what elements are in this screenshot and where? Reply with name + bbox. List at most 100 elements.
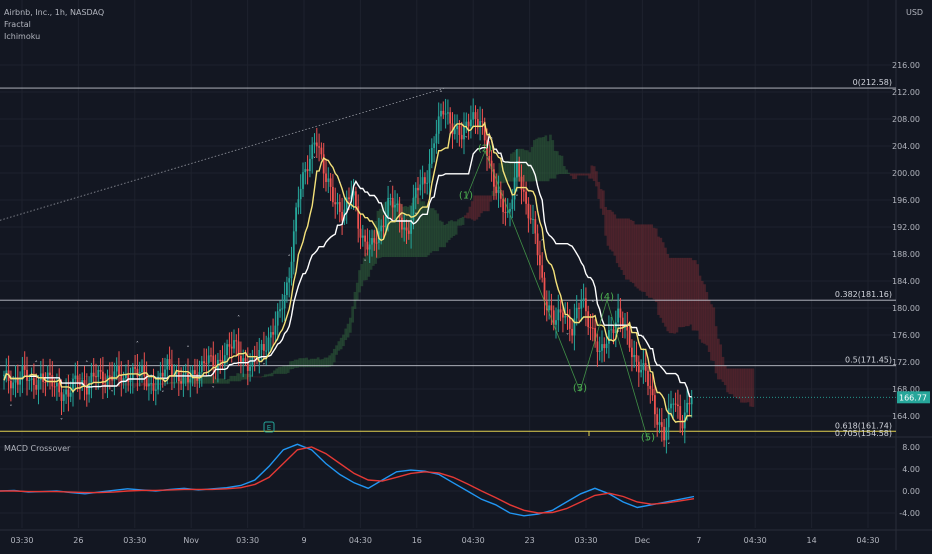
cloud-bull-segment bbox=[392, 201, 396, 258]
fractal-up-marker: ˄ bbox=[85, 360, 88, 367]
chart-title[interactable]: Airbnb, Inc., 1h, NASDAQ bbox=[4, 8, 105, 17]
cloud-bear-segment bbox=[583, 173, 587, 176]
cloud-bull-segment bbox=[436, 213, 440, 252]
cloud-bear-segment bbox=[604, 206, 607, 236]
time-tick-label: 16 bbox=[412, 536, 422, 545]
cloud-bear-segment bbox=[128, 383, 131, 386]
cloud-bear-segment bbox=[160, 383, 164, 385]
price-axis[interactable]: 216.00 212.00 208.00 204.00 200.00 196.00 192.… bbox=[694, 61, 930, 421]
candle-body bbox=[414, 187, 417, 198]
candle-body bbox=[483, 122, 486, 141]
cloud-bull-segment bbox=[284, 365, 288, 374]
cloud-bull-segment bbox=[167, 382, 170, 384]
candle-body bbox=[557, 309, 560, 321]
candle-body bbox=[610, 329, 613, 331]
candle-body bbox=[424, 177, 426, 184]
cloud-bear-segment bbox=[139, 383, 143, 387]
cloud-bear-segment bbox=[259, 376, 262, 378]
macd-pane: 8.00 4.00 0.00 -4.00 bbox=[0, 443, 920, 518]
cloud-bull-segment bbox=[530, 146, 534, 182]
cloud-bull-segment bbox=[93, 375, 97, 377]
candle-body bbox=[476, 119, 479, 128]
candle-body bbox=[235, 340, 238, 342]
candle-body bbox=[5, 370, 8, 375]
candle-body bbox=[125, 374, 127, 379]
cloud-bear-segment bbox=[569, 173, 573, 176]
cloud-bull-segment bbox=[560, 155, 564, 175]
cloud-bull-segment bbox=[275, 368, 279, 374]
cloud-bull-segment bbox=[507, 160, 511, 182]
cloud-bull-segment bbox=[89, 376, 92, 377]
price-tick-label: 172.00 bbox=[892, 358, 920, 367]
time-axis[interactable]: 03:30 26 03:30 Nov 03:30 9 04:30 16 04:30 23 03:30… bbox=[10, 536, 879, 545]
candle-body bbox=[621, 317, 624, 328]
candle-body bbox=[244, 358, 247, 362]
cloud-bear-segment bbox=[657, 236, 660, 315]
candle-body bbox=[90, 372, 93, 384]
signal-line bbox=[0, 446, 695, 514]
cloud-bull-segment bbox=[514, 150, 518, 182]
candle-body bbox=[16, 378, 19, 385]
candle-body bbox=[332, 186, 334, 203]
cloud-bear-segment bbox=[114, 377, 118, 381]
candle-body bbox=[488, 156, 491, 161]
candle-body bbox=[582, 298, 585, 301]
candle-body bbox=[187, 373, 189, 383]
candle-body bbox=[182, 373, 185, 384]
candle-body bbox=[550, 305, 553, 311]
cloud-bull-segment bbox=[383, 202, 387, 258]
cloud-bull-segment bbox=[231, 375, 235, 382]
cloud-bear-segment bbox=[631, 220, 635, 284]
macd-tick-label: 4.00 bbox=[902, 465, 920, 474]
cloud-bull-segment bbox=[491, 190, 495, 196]
candle-body bbox=[502, 198, 504, 213]
candle-body bbox=[359, 228, 362, 238]
cloud-bull-segment bbox=[291, 360, 295, 370]
time-tick-label: 04:30 bbox=[856, 536, 879, 545]
cloud-bear-segment bbox=[625, 218, 628, 280]
cloud-bear-segment bbox=[121, 383, 124, 386]
candle-body bbox=[145, 375, 148, 387]
ichimoku-cloud bbox=[63, 134, 755, 407]
candle-body bbox=[168, 359, 171, 365]
price-tick-label: 180.00 bbox=[892, 304, 920, 313]
candle-body bbox=[612, 329, 615, 334]
cloud-bull-segment bbox=[558, 155, 561, 175]
candle-body bbox=[56, 382, 58, 387]
time-tick-label: 03:30 bbox=[236, 536, 259, 545]
cloud-bull-segment bbox=[169, 381, 173, 384]
cloud-bull-segment bbox=[188, 376, 191, 384]
cloud-bull-segment bbox=[549, 134, 552, 179]
indicator-ichimoku-label[interactable]: Ichimoku bbox=[4, 32, 41, 41]
candle-body bbox=[430, 147, 433, 164]
time-tick-label: 03:30 bbox=[574, 536, 597, 545]
candle-body bbox=[23, 365, 26, 370]
candle-body bbox=[233, 340, 235, 349]
cloud-bear-segment bbox=[252, 376, 256, 378]
cloud-bull-segment bbox=[222, 378, 226, 384]
price-tick-label: 176.00 bbox=[892, 331, 920, 340]
candle-body bbox=[327, 178, 330, 182]
cloud-bull-segment bbox=[533, 140, 536, 182]
cloud-bear-segment bbox=[590, 165, 594, 179]
cloud-bull-segment bbox=[447, 221, 451, 241]
cloud-bear-segment bbox=[576, 173, 580, 176]
candle-body bbox=[644, 363, 647, 371]
candle-body bbox=[318, 146, 320, 148]
cloud-bear-segment bbox=[622, 218, 626, 276]
candle-body bbox=[166, 359, 169, 370]
cloud-bear-segment bbox=[606, 209, 610, 246]
cloud-bull-segment bbox=[307, 359, 311, 368]
time-tick-label: 7 bbox=[696, 536, 701, 545]
candle-body bbox=[642, 363, 645, 370]
ichimoku-lines bbox=[3, 121, 692, 423]
cloud-bear-segment bbox=[710, 304, 713, 361]
candle-body bbox=[449, 112, 452, 124]
candle-body bbox=[447, 112, 449, 114]
ichimoku-base-line bbox=[3, 132, 692, 398]
macd-title[interactable]: MACD Crossover bbox=[4, 444, 71, 453]
cloud-bull-segment bbox=[98, 377, 101, 379]
indicator-fractal-label[interactable]: Fractal bbox=[4, 20, 31, 29]
